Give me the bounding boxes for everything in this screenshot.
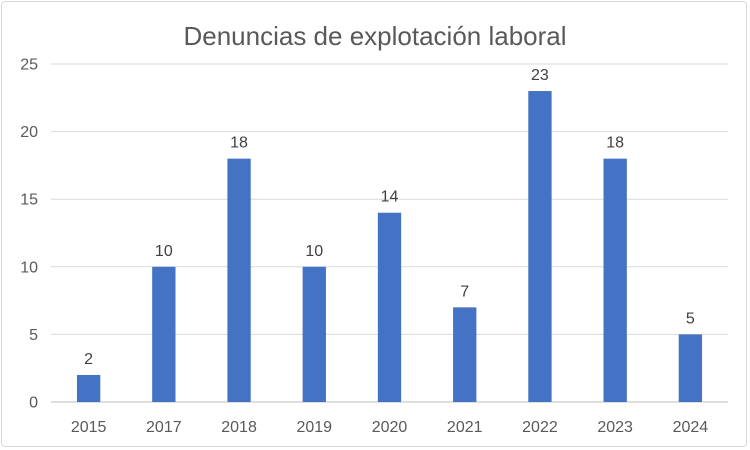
x-tick-label: 2021: [447, 419, 483, 436]
x-tick-label: 2019: [296, 419, 332, 436]
bar: [453, 307, 477, 402]
bar: [377, 212, 402, 402]
x-tick-label: 2022: [522, 419, 558, 436]
y-tick-label: 10: [20, 259, 38, 276]
x-tick-label: 2023: [597, 419, 633, 436]
bar: [227, 158, 251, 402]
y-axis-tick-labels: 0 5 10 15 20 25: [20, 57, 38, 412]
x-tick-label: 2020: [372, 419, 408, 436]
data-label: 14: [381, 189, 399, 206]
x-axis-tick-labels: 2015 2017 2018 2019 2020 2021 2022 2023 2024: [71, 419, 708, 436]
bar: [302, 266, 326, 402]
x-tick-label: 2017: [146, 419, 182, 436]
bar: [678, 334, 703, 402]
bar: [152, 266, 176, 402]
data-label: 10: [155, 243, 173, 260]
data-label: 18: [230, 135, 248, 152]
x-tick-label: 2018: [221, 419, 257, 436]
chart-title: Denuncias de explotación laboral: [183, 21, 566, 51]
data-label: 7: [460, 283, 469, 300]
y-tick-label: 0: [29, 395, 38, 412]
x-tick-label: 2015: [71, 419, 107, 436]
x-tick-label: 2024: [673, 419, 709, 436]
y-tick-label: 5: [29, 327, 38, 344]
data-label: 23: [531, 67, 549, 84]
bars: [76, 91, 703, 402]
bar: [76, 374, 101, 402]
y-tick-label: 20: [20, 124, 38, 141]
bar: [528, 91, 552, 402]
data-label: 10: [305, 243, 323, 260]
data-label: 2: [84, 351, 93, 368]
data-label: 18: [606, 135, 624, 152]
y-tick-label: 15: [20, 192, 38, 209]
y-tick-label: 25: [20, 57, 38, 74]
bar: [603, 158, 627, 402]
data-label: 5: [686, 310, 695, 327]
data-labels: 2 10 18 10 14 7 23 18 5: [84, 67, 695, 368]
